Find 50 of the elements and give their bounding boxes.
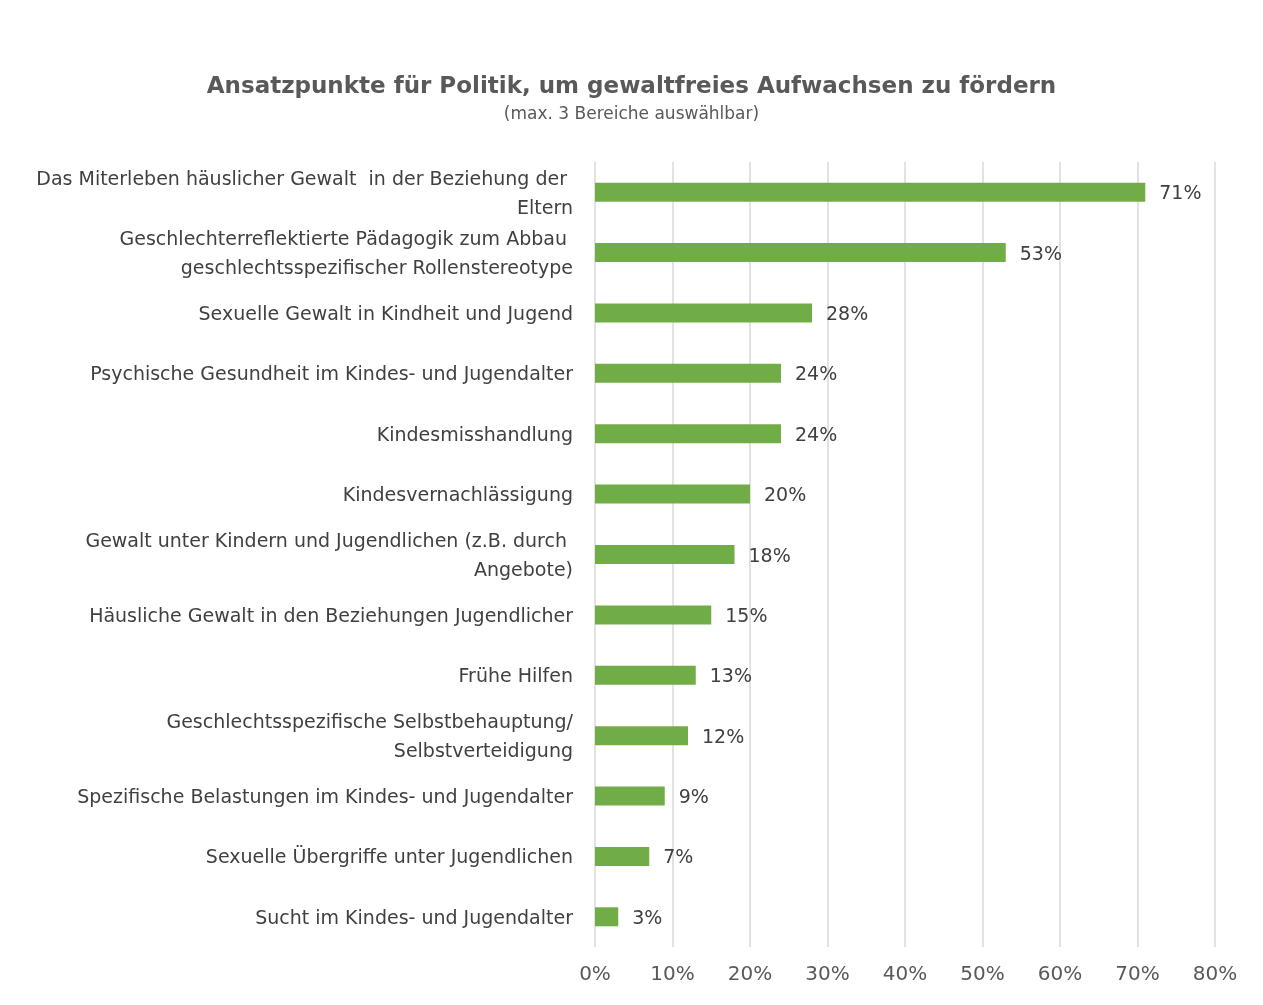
bar xyxy=(595,424,781,444)
data-label: 15% xyxy=(725,603,768,626)
y-tick-label: Spezifische Belastungen im Kindes- und Jugendalter xyxy=(77,785,574,808)
y-tick-label: Geschlechterreflektierte Pädagogik zum Abbau geschlechtsspezifischer Rollenstereotype xyxy=(119,227,573,279)
y-tick-label: Kindesmisshandlung xyxy=(376,422,573,445)
y-tick-label: Psychische Gesundheit im Kindes- und Jugendalter xyxy=(90,362,574,385)
y-tick-label: Das Miterleben häuslicher Gewalt in der Beziehung der Eltern xyxy=(36,166,573,218)
bar xyxy=(595,665,696,685)
data-label: 71% xyxy=(1159,181,1202,204)
data-label: 9% xyxy=(678,785,709,808)
x-tick-label: 40% xyxy=(882,961,928,985)
x-tick-label: 50% xyxy=(960,961,1005,985)
x-tick-label: 20% xyxy=(727,961,773,985)
data-label: 12% xyxy=(702,724,745,747)
y-tick-label: Häusliche Gewalt in den Beziehungen Jugendlicher xyxy=(89,603,574,626)
data-label: 3% xyxy=(632,905,663,928)
data-label: 20% xyxy=(764,483,807,506)
y-tick-label: Geschlechtsspezifische Selbstbehauptung/Selbstverteidigung xyxy=(166,710,574,762)
y-tick-label: Sexuelle Übergriffe unter Jugendlichen xyxy=(205,845,573,868)
data-label: 13% xyxy=(709,664,752,687)
bar xyxy=(595,545,735,564)
data-label: 7% xyxy=(663,845,694,868)
y-tick-label: Sucht im Kindes- und Jugendalter xyxy=(255,905,574,928)
data-label: 18% xyxy=(748,543,791,566)
bar xyxy=(595,303,812,323)
x-tick-label: 60% xyxy=(1037,961,1083,985)
bar xyxy=(595,363,781,383)
x-tick-label: 0% xyxy=(579,961,611,985)
bar xyxy=(595,605,712,625)
data-label: 53% xyxy=(1019,241,1062,264)
x-tick-label: 10% xyxy=(650,961,695,985)
bar xyxy=(595,484,750,504)
x-tick-label: 30% xyxy=(805,961,850,985)
chart-title: Ansatzpunkte für Politik, um gewaltfreies Aufwachsen zu fördern xyxy=(206,71,1057,98)
x-tick-label: 80% xyxy=(1192,961,1238,985)
bar xyxy=(595,907,619,927)
x-tick-label: 70% xyxy=(1115,961,1160,985)
bar xyxy=(595,182,1146,202)
y-tick-label: Frühe Hilfen xyxy=(458,664,573,687)
bar xyxy=(595,846,650,866)
data-label: 24% xyxy=(795,422,838,445)
y-tick-label: Kindesvernachlässigung xyxy=(342,483,573,506)
bar xyxy=(595,786,665,806)
bar xyxy=(595,726,688,746)
y-tick-label: Sexuelle Gewalt in Kindheit und Jugend xyxy=(198,301,573,324)
chart-subtitle: (max. 3 Bereiche auswählbar) xyxy=(503,102,760,123)
bar xyxy=(595,243,1006,263)
data-label: 28% xyxy=(826,301,869,324)
y-tick-label: Gewalt unter Kindern und Jugendlichen (z.B. durch Angebote) xyxy=(85,529,573,580)
data-label: 24% xyxy=(795,362,838,385)
